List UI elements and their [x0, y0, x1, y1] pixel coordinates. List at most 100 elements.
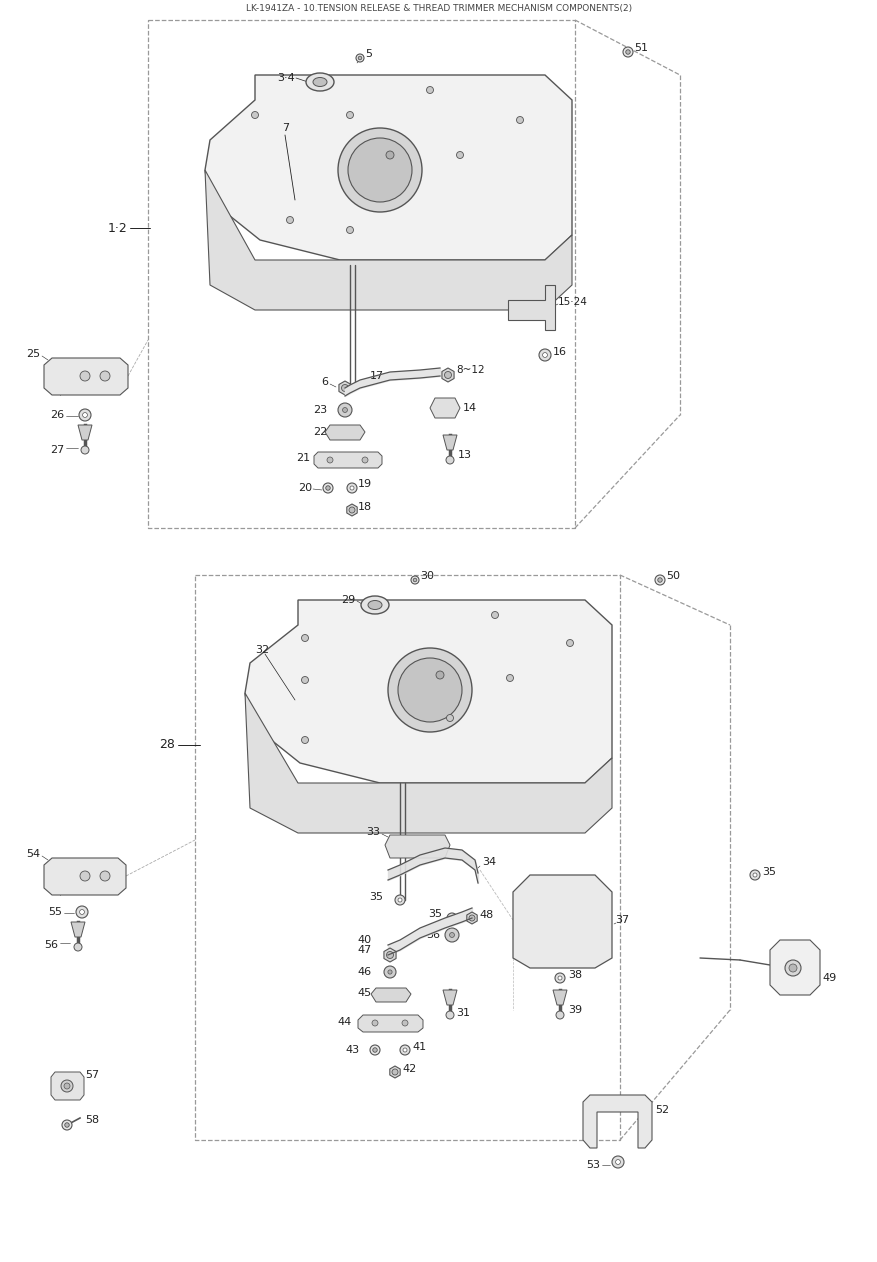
Text: 38: 38 — [567, 970, 581, 981]
Text: 46: 46 — [358, 967, 372, 977]
Text: 5: 5 — [365, 49, 372, 59]
Polygon shape — [384, 835, 450, 858]
Circle shape — [388, 647, 472, 732]
Polygon shape — [71, 923, 85, 936]
Circle shape — [555, 1011, 563, 1018]
Text: 35: 35 — [761, 867, 775, 877]
Circle shape — [342, 408, 347, 413]
Text: 1·2: 1·2 — [107, 222, 127, 235]
Text: 50: 50 — [666, 570, 679, 581]
Circle shape — [372, 1020, 378, 1026]
Polygon shape — [443, 435, 457, 451]
Circle shape — [369, 1045, 380, 1055]
Circle shape — [301, 737, 308, 743]
Text: 41: 41 — [411, 1042, 425, 1053]
Polygon shape — [204, 170, 571, 310]
Circle shape — [346, 483, 357, 493]
Circle shape — [446, 1011, 453, 1018]
Polygon shape — [441, 369, 453, 382]
Text: 47: 47 — [357, 945, 372, 955]
Circle shape — [100, 871, 110, 881]
Circle shape — [74, 943, 82, 952]
Text: 51: 51 — [633, 43, 647, 53]
Polygon shape — [358, 1015, 423, 1032]
Circle shape — [383, 965, 396, 978]
Text: 58: 58 — [85, 1116, 99, 1124]
Text: 43: 43 — [346, 1045, 360, 1055]
Circle shape — [80, 871, 90, 881]
Polygon shape — [245, 599, 611, 782]
Text: 53: 53 — [585, 1160, 599, 1170]
Polygon shape — [389, 1066, 400, 1078]
Text: 57: 57 — [85, 1070, 99, 1080]
Text: 34: 34 — [481, 857, 496, 867]
Text: 54: 54 — [25, 849, 40, 859]
Circle shape — [449, 933, 454, 938]
Circle shape — [64, 1083, 70, 1089]
Text: 18: 18 — [358, 502, 372, 512]
Circle shape — [516, 116, 523, 124]
Circle shape — [100, 371, 110, 381]
Circle shape — [402, 1020, 408, 1026]
Circle shape — [403, 1047, 407, 1053]
Circle shape — [341, 385, 348, 391]
Polygon shape — [582, 1095, 652, 1148]
Polygon shape — [324, 425, 365, 440]
Text: 16: 16 — [553, 347, 567, 357]
Circle shape — [654, 575, 664, 586]
Text: 3·4: 3·4 — [277, 73, 295, 83]
Circle shape — [491, 612, 498, 618]
Circle shape — [446, 456, 453, 464]
Polygon shape — [245, 693, 611, 833]
Circle shape — [62, 1119, 72, 1129]
Text: 36: 36 — [425, 930, 439, 940]
Circle shape — [65, 1123, 69, 1127]
Text: 30: 30 — [419, 570, 433, 581]
Text: 29: 29 — [340, 594, 354, 604]
Polygon shape — [346, 504, 357, 516]
Circle shape — [388, 970, 392, 974]
Circle shape — [386, 151, 394, 159]
Circle shape — [625, 49, 630, 54]
Circle shape — [338, 403, 352, 416]
Text: 8~12: 8~12 — [455, 365, 484, 375]
Circle shape — [554, 973, 565, 983]
Polygon shape — [44, 358, 128, 395]
Circle shape — [558, 976, 561, 981]
Text: 27: 27 — [50, 445, 64, 456]
Circle shape — [82, 413, 88, 418]
Text: 55: 55 — [48, 907, 62, 917]
Polygon shape — [443, 989, 457, 1005]
Circle shape — [395, 895, 404, 905]
Polygon shape — [314, 452, 381, 468]
Circle shape — [413, 578, 417, 582]
Circle shape — [391, 1069, 397, 1075]
Circle shape — [538, 350, 551, 361]
Circle shape — [542, 352, 546, 357]
Circle shape — [325, 486, 330, 490]
Text: 49: 49 — [821, 973, 835, 983]
Text: 19: 19 — [358, 480, 372, 488]
Text: 25: 25 — [25, 350, 40, 358]
Polygon shape — [467, 912, 477, 924]
Circle shape — [61, 1080, 73, 1092]
Circle shape — [80, 371, 90, 381]
Polygon shape — [512, 875, 611, 968]
Circle shape — [301, 635, 308, 641]
Circle shape — [350, 486, 353, 490]
Circle shape — [445, 928, 459, 941]
Text: 44: 44 — [338, 1017, 352, 1027]
Ellipse shape — [367, 601, 381, 610]
Circle shape — [301, 676, 308, 684]
Text: 14: 14 — [462, 403, 476, 413]
Text: 28: 28 — [159, 738, 175, 751]
Polygon shape — [383, 948, 396, 962]
Polygon shape — [553, 989, 567, 1005]
Circle shape — [338, 127, 422, 212]
Text: 21: 21 — [296, 453, 310, 463]
Text: 35: 35 — [427, 909, 441, 919]
Text: 52: 52 — [654, 1106, 668, 1116]
Circle shape — [346, 226, 353, 233]
Text: 33: 33 — [366, 827, 380, 837]
Text: 22: 22 — [312, 427, 326, 437]
